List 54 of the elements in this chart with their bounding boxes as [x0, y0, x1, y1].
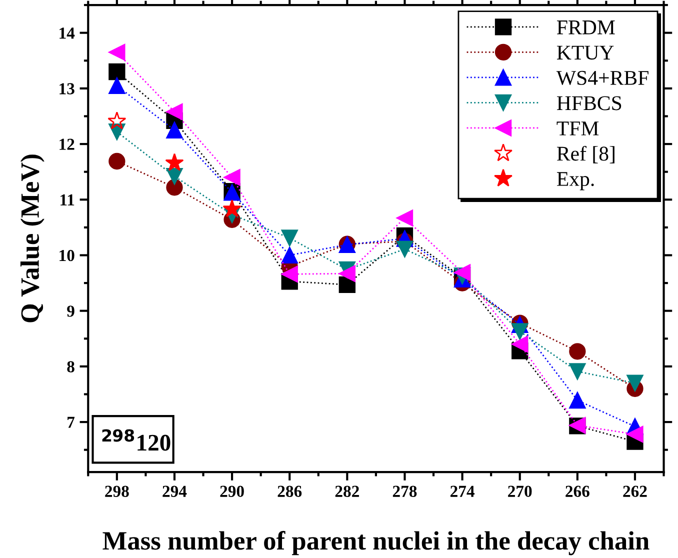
point — [512, 336, 528, 353]
x-tick-label: 262 — [623, 486, 647, 497]
legend-label: FRDM — [556, 20, 615, 34]
x-tick-label: 266 — [566, 486, 590, 497]
point — [396, 240, 414, 258]
x-tick-label: 286 — [278, 486, 302, 497]
x-tick-label: 294 — [162, 486, 187, 497]
y-tick-label: 10 — [60, 250, 74, 262]
point — [108, 44, 126, 61]
legend-label: Ref [8] — [556, 146, 614, 164]
point — [454, 264, 471, 281]
point — [222, 199, 242, 218]
y-tick-label: 7 — [68, 416, 75, 428]
legend-label: KTUY — [556, 46, 614, 60]
x-tick-label: 282 — [335, 486, 359, 497]
annotation: $^{298}$120 — [102, 429, 170, 451]
point — [108, 112, 126, 130]
x-axis-title: Mass number of parent nuclei in the decay chain — [102, 530, 650, 556]
legend-label: HFBCS — [556, 96, 622, 110]
legend-label: Exp. — [556, 172, 594, 190]
point — [166, 103, 183, 120]
legend-label: TFM — [556, 122, 599, 136]
point — [224, 169, 240, 186]
x-tick-label: 274 — [450, 486, 474, 497]
point — [512, 323, 528, 340]
y-tick-label: 11 — [60, 194, 74, 206]
y-tick-label: 12 — [60, 138, 74, 150]
point — [108, 152, 126, 170]
point — [108, 77, 126, 94]
point — [166, 122, 183, 138]
y-tick-label: 9 — [67, 306, 74, 317]
point — [281, 246, 298, 264]
y-tick-label: 13 — [60, 83, 74, 94]
point — [166, 179, 183, 196]
point — [569, 363, 586, 380]
point — [626, 426, 644, 443]
point — [281, 266, 298, 282]
point — [108, 63, 126, 80]
point — [396, 210, 414, 226]
point — [626, 374, 644, 392]
x-tick-label: 270 — [508, 486, 532, 497]
point — [569, 392, 586, 409]
x-tick-label: 290 — [220, 486, 244, 497]
legend-label: WS4+RBF — [556, 70, 648, 86]
point — [165, 153, 184, 171]
y-tick-label: 14 — [60, 28, 75, 39]
point — [338, 265, 356, 282]
point — [166, 168, 183, 185]
x-tick-label: 278 — [392, 486, 417, 497]
x-tick-label: 298 — [105, 486, 129, 497]
y-axis-title: Q Value (MeV) — [20, 154, 44, 322]
point — [281, 230, 298, 246]
y-tick-label: 8 — [67, 361, 74, 372]
point — [569, 343, 586, 360]
